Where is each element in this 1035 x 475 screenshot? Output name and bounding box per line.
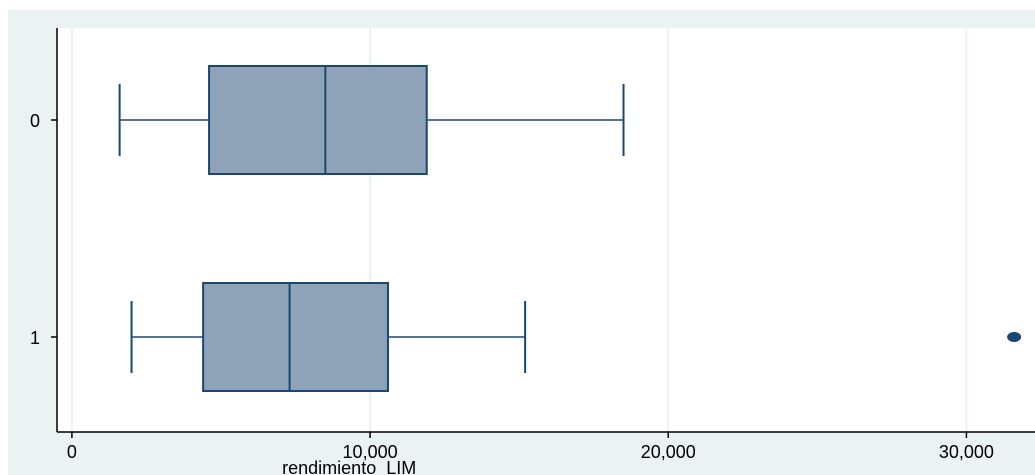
outlier-point: [1007, 332, 1022, 342]
box-plot-marks: [118, 65, 1022, 392]
box-group-0: [118, 65, 625, 175]
box-group-1: [130, 282, 1022, 392]
x-axis-title: rendimiento_LIM: [282, 458, 416, 475]
x-tick-label: 30,000: [939, 442, 994, 462]
x-tick-label: 20,000: [641, 442, 696, 462]
x-tick-label: 0: [67, 442, 77, 462]
box-iqr: [208, 65, 428, 175]
x-tick-label: 10,000: [343, 442, 398, 462]
box-iqr: [202, 282, 389, 392]
axes: [56, 28, 1035, 433]
y-tick-label: 1: [30, 328, 40, 348]
tick-labels: 0 10,000 20,000 30,000 0 1: [30, 111, 994, 462]
y-tick-label: 0: [30, 111, 40, 131]
